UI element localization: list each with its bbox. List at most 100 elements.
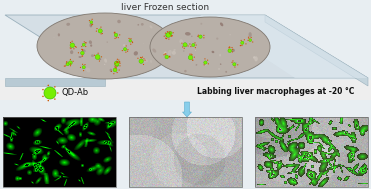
Ellipse shape xyxy=(98,29,102,33)
Ellipse shape xyxy=(165,38,166,39)
Ellipse shape xyxy=(253,56,256,59)
Ellipse shape xyxy=(248,38,250,39)
Ellipse shape xyxy=(184,48,185,49)
Ellipse shape xyxy=(130,44,131,45)
Ellipse shape xyxy=(150,60,152,63)
Ellipse shape xyxy=(169,31,171,33)
Ellipse shape xyxy=(150,17,270,77)
Ellipse shape xyxy=(199,35,202,38)
Ellipse shape xyxy=(247,40,249,41)
Ellipse shape xyxy=(69,61,72,65)
Ellipse shape xyxy=(166,38,167,39)
Ellipse shape xyxy=(250,37,252,38)
Ellipse shape xyxy=(82,49,83,50)
Ellipse shape xyxy=(65,65,66,67)
Ellipse shape xyxy=(139,59,143,63)
Ellipse shape xyxy=(73,48,75,49)
Ellipse shape xyxy=(70,65,71,66)
Ellipse shape xyxy=(70,48,72,49)
Ellipse shape xyxy=(118,59,119,61)
Ellipse shape xyxy=(76,47,77,48)
Ellipse shape xyxy=(195,50,196,51)
Ellipse shape xyxy=(164,51,167,54)
Ellipse shape xyxy=(165,53,167,55)
Ellipse shape xyxy=(104,58,107,63)
Ellipse shape xyxy=(244,39,245,40)
Ellipse shape xyxy=(101,56,102,57)
Ellipse shape xyxy=(114,61,119,66)
Ellipse shape xyxy=(122,50,123,51)
Ellipse shape xyxy=(204,64,205,65)
Text: Labbing liver macrophages at -20 °C: Labbing liver macrophages at -20 °C xyxy=(197,87,354,95)
Ellipse shape xyxy=(169,56,170,57)
Ellipse shape xyxy=(191,36,193,37)
Ellipse shape xyxy=(81,49,82,50)
Ellipse shape xyxy=(143,58,145,60)
Ellipse shape xyxy=(83,70,84,71)
Polygon shape xyxy=(265,15,368,86)
Ellipse shape xyxy=(173,49,176,51)
Ellipse shape xyxy=(125,52,127,53)
Bar xyxy=(255,117,368,187)
Ellipse shape xyxy=(85,46,86,47)
Ellipse shape xyxy=(115,67,116,68)
Ellipse shape xyxy=(181,43,183,44)
Ellipse shape xyxy=(70,42,71,43)
Ellipse shape xyxy=(191,54,193,56)
Ellipse shape xyxy=(117,59,118,60)
Ellipse shape xyxy=(144,60,146,61)
Ellipse shape xyxy=(89,40,92,44)
Bar xyxy=(3,117,116,187)
Ellipse shape xyxy=(113,73,114,74)
Ellipse shape xyxy=(237,64,238,65)
Ellipse shape xyxy=(114,38,116,39)
FancyArrow shape xyxy=(183,102,191,117)
Ellipse shape xyxy=(116,62,118,63)
Ellipse shape xyxy=(137,58,138,59)
Ellipse shape xyxy=(70,47,71,49)
Ellipse shape xyxy=(236,62,237,63)
Ellipse shape xyxy=(195,47,196,48)
Ellipse shape xyxy=(164,54,165,55)
Ellipse shape xyxy=(232,62,233,63)
Ellipse shape xyxy=(169,56,170,58)
Ellipse shape xyxy=(252,41,253,43)
Ellipse shape xyxy=(72,61,74,62)
Ellipse shape xyxy=(114,66,116,67)
Ellipse shape xyxy=(94,55,95,56)
Ellipse shape xyxy=(229,47,230,48)
Ellipse shape xyxy=(249,39,252,42)
Ellipse shape xyxy=(113,68,117,72)
Ellipse shape xyxy=(197,36,198,37)
Ellipse shape xyxy=(47,100,49,101)
Ellipse shape xyxy=(111,71,112,72)
Ellipse shape xyxy=(116,61,117,62)
Polygon shape xyxy=(5,15,368,78)
Ellipse shape xyxy=(189,42,190,43)
Ellipse shape xyxy=(141,23,144,26)
Ellipse shape xyxy=(183,43,187,47)
Ellipse shape xyxy=(240,40,242,41)
Ellipse shape xyxy=(80,67,81,68)
Ellipse shape xyxy=(220,22,223,26)
Ellipse shape xyxy=(64,66,65,67)
Ellipse shape xyxy=(188,55,193,60)
Ellipse shape xyxy=(182,46,183,48)
Ellipse shape xyxy=(115,63,116,64)
Ellipse shape xyxy=(204,58,206,60)
Ellipse shape xyxy=(194,71,195,72)
Bar xyxy=(129,117,242,187)
Ellipse shape xyxy=(185,32,191,36)
Ellipse shape xyxy=(203,37,204,38)
Ellipse shape xyxy=(114,32,115,33)
Ellipse shape xyxy=(132,42,133,43)
Ellipse shape xyxy=(255,56,258,61)
Ellipse shape xyxy=(117,20,121,23)
Ellipse shape xyxy=(95,55,100,60)
Ellipse shape xyxy=(130,38,132,39)
Ellipse shape xyxy=(233,63,236,66)
Ellipse shape xyxy=(207,60,208,61)
Ellipse shape xyxy=(179,39,183,44)
Ellipse shape xyxy=(194,57,195,58)
Ellipse shape xyxy=(232,60,234,62)
